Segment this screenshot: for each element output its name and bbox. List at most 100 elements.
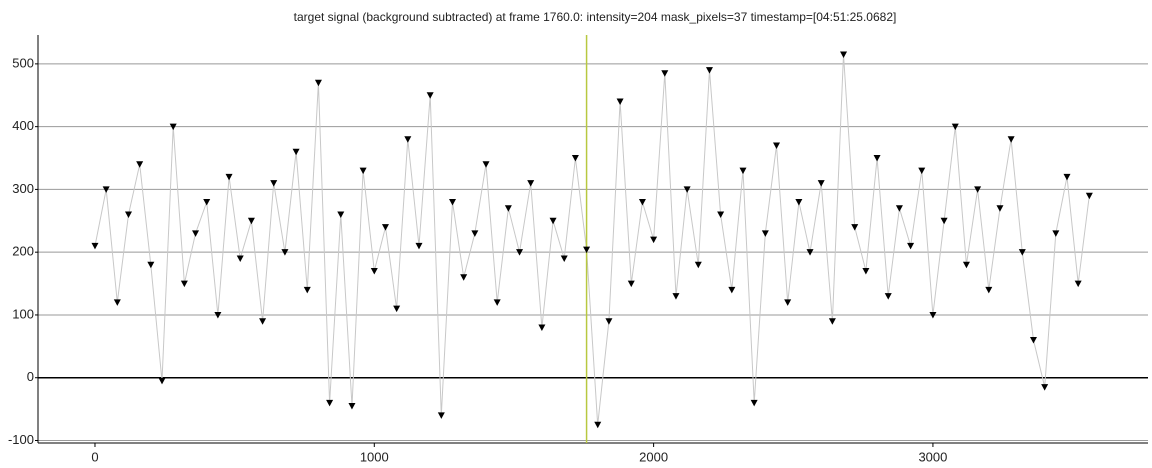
marker <box>549 217 557 225</box>
marker <box>527 180 535 187</box>
marker <box>225 173 233 181</box>
marker <box>884 293 892 300</box>
marker <box>538 324 546 332</box>
marker <box>415 242 423 250</box>
marker <box>594 421 602 429</box>
marker <box>1029 337 1037 344</box>
marker <box>247 217 255 225</box>
marker <box>214 311 222 319</box>
marker <box>761 230 769 237</box>
marker <box>929 311 937 319</box>
y-tick-label: -100 <box>8 432 34 447</box>
marker <box>147 261 155 269</box>
marker <box>985 286 993 294</box>
marker <box>270 180 278 187</box>
marker <box>795 198 803 206</box>
marker <box>169 123 177 131</box>
marker <box>773 142 781 149</box>
marker <box>918 167 926 175</box>
marker <box>1041 384 1049 391</box>
marker <box>1063 173 1071 181</box>
signal-line <box>94 54 1090 425</box>
marker <box>1052 230 1060 237</box>
y-tick-label: 300 <box>12 181 34 196</box>
marker <box>337 211 345 219</box>
marker <box>370 268 378 275</box>
marker <box>951 123 959 131</box>
marker <box>460 274 468 281</box>
marker <box>940 217 948 225</box>
marker <box>1085 192 1093 200</box>
marker <box>974 186 982 193</box>
marker <box>583 246 591 254</box>
y-tick-label: 200 <box>12 244 34 259</box>
marker <box>907 242 915 250</box>
marker <box>91 242 99 250</box>
y-tick-label: 500 <box>12 55 34 70</box>
marker <box>326 399 334 407</box>
marker <box>449 198 457 206</box>
marker <box>102 186 110 193</box>
y-tick-label: 400 <box>12 118 34 133</box>
marker <box>873 155 881 162</box>
marker <box>180 280 188 288</box>
x-tick-label: 3000 <box>918 449 947 464</box>
marker <box>1018 249 1026 256</box>
marker <box>638 198 646 206</box>
marker <box>516 249 524 256</box>
marker <box>359 167 367 175</box>
marker <box>784 299 792 306</box>
marker <box>493 299 501 306</box>
marker <box>605 318 613 325</box>
marker <box>158 377 166 385</box>
marker <box>292 148 300 156</box>
marker <box>750 399 758 407</box>
marker <box>728 286 736 294</box>
x-tick-label: 0 <box>91 449 98 464</box>
marker <box>504 205 512 212</box>
marker <box>1007 136 1015 143</box>
marker <box>236 255 244 262</box>
marker <box>437 412 445 419</box>
marker <box>124 211 132 219</box>
x-tick-label: 2000 <box>639 449 668 464</box>
marker <box>840 51 848 58</box>
marker <box>303 286 311 294</box>
marker <box>828 318 836 325</box>
marker <box>851 224 859 231</box>
marker <box>471 230 479 237</box>
marker <box>426 92 434 99</box>
marker <box>996 205 1004 212</box>
marker <box>203 198 211 206</box>
marker <box>393 305 401 313</box>
marker <box>862 268 870 275</box>
marker <box>739 167 747 175</box>
marker <box>482 161 490 168</box>
y-tick-label: 0 <box>27 369 34 384</box>
marker <box>717 211 725 219</box>
x-tick-label: 1000 <box>360 449 389 464</box>
marker <box>661 70 669 77</box>
marker <box>683 186 691 193</box>
marker <box>348 402 356 410</box>
marker <box>571 155 579 162</box>
marker <box>113 299 121 306</box>
marker <box>314 79 322 87</box>
marker <box>616 98 624 106</box>
marker <box>381 224 389 231</box>
marker <box>806 249 814 256</box>
marker <box>627 280 635 288</box>
marker <box>136 161 144 168</box>
marker <box>672 293 680 300</box>
marker <box>404 136 412 143</box>
marker <box>281 249 289 256</box>
y-tick-label: 100 <box>12 306 34 321</box>
marker <box>705 67 713 74</box>
chart-title: target signal (background subtracted) at… <box>294 10 897 24</box>
marker <box>192 230 200 237</box>
marker <box>694 261 702 269</box>
marker <box>259 318 267 325</box>
marker <box>560 255 568 262</box>
